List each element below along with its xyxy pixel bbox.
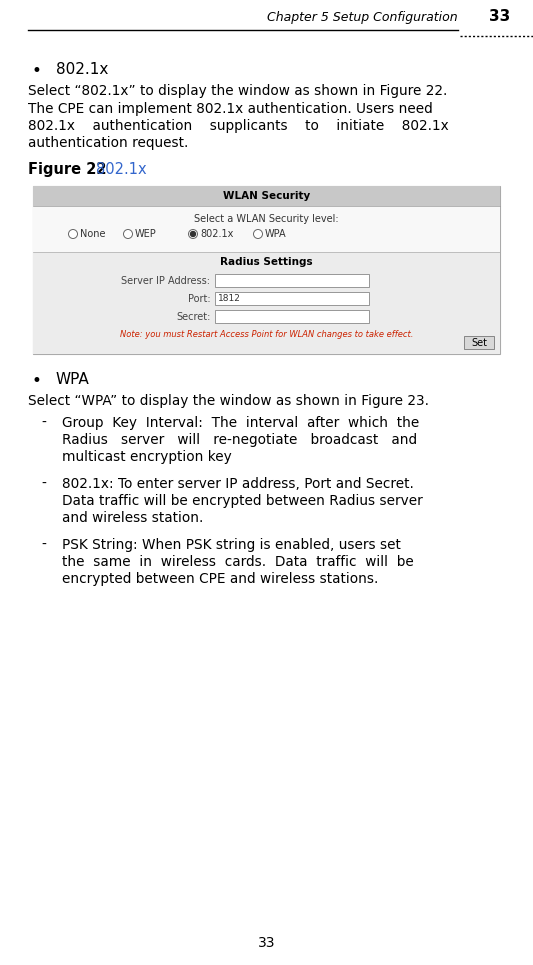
Text: 1812: 1812 xyxy=(218,294,241,303)
Text: Note: you must Restart Access Point for WLAN changes to take effect.: Note: you must Restart Access Point for … xyxy=(120,330,413,339)
Circle shape xyxy=(124,230,133,238)
Text: Set: Set xyxy=(471,338,487,347)
Bar xyxy=(464,336,494,349)
Bar xyxy=(33,186,500,206)
Text: Radius   server   will   re-negotiate   broadcast   and: Radius server will re-negotiate broadcas… xyxy=(62,433,417,447)
Circle shape xyxy=(189,230,198,238)
Text: 802.1x    authentication    supplicants    to    initiate    802.1x: 802.1x authentication supplicants to ini… xyxy=(28,119,449,133)
Bar xyxy=(33,252,500,354)
Text: 802.1x: 802.1x xyxy=(96,162,147,177)
Text: Chapter 5 Setup Configuration: Chapter 5 Setup Configuration xyxy=(268,11,458,24)
Text: Select “802.1x” to display the window as shown in Figure 22.: Select “802.1x” to display the window as… xyxy=(28,84,447,98)
Text: authentication request.: authentication request. xyxy=(28,136,188,151)
Text: -: - xyxy=(42,416,46,430)
Text: The CPE can implement 802.1x authentication. Users need: The CPE can implement 802.1x authenticat… xyxy=(28,101,433,116)
Bar xyxy=(33,206,500,252)
Text: None: None xyxy=(80,229,106,239)
Circle shape xyxy=(69,230,77,238)
Text: WPA: WPA xyxy=(56,372,90,387)
Text: Data traffic will be encrypted between Radius server: Data traffic will be encrypted between R… xyxy=(62,494,423,508)
Text: -: - xyxy=(42,538,46,552)
Text: -: - xyxy=(42,477,46,491)
Bar xyxy=(215,274,369,287)
Text: Figure 22: Figure 22 xyxy=(28,162,107,177)
Text: Select “WPA” to display the window as shown in Figure 23.: Select “WPA” to display the window as sh… xyxy=(28,394,429,408)
Text: WLAN Security: WLAN Security xyxy=(223,191,310,201)
Text: encrypted between CPE and wireless stations.: encrypted between CPE and wireless stati… xyxy=(62,572,378,586)
Text: Radius Settings: Radius Settings xyxy=(220,257,313,267)
Text: 802.1x: 802.1x xyxy=(200,229,233,239)
Text: Server IP Address:: Server IP Address: xyxy=(122,275,211,286)
Text: and wireless station.: and wireless station. xyxy=(62,511,204,525)
Text: WEP: WEP xyxy=(135,229,157,239)
Text: PSK String: When PSK string is enabled, users set: PSK String: When PSK string is enabled, … xyxy=(62,538,401,552)
Text: 802.1x: 802.1x xyxy=(56,62,108,77)
Bar xyxy=(215,292,369,305)
Text: 33: 33 xyxy=(258,936,275,950)
Text: Port:: Port: xyxy=(188,293,211,304)
Circle shape xyxy=(190,232,196,236)
Text: 33: 33 xyxy=(489,9,511,24)
Text: the  same  in  wireless  cards.  Data  traffic  will  be: the same in wireless cards. Data traffic… xyxy=(62,555,414,569)
Text: •: • xyxy=(32,62,42,80)
Bar xyxy=(33,186,500,354)
Text: Group  Key  Interval:  The  interval  after  which  the: Group Key Interval: The interval after w… xyxy=(62,416,419,430)
Text: WPA: WPA xyxy=(265,229,287,239)
Text: Secret:: Secret: xyxy=(176,312,211,321)
Bar xyxy=(215,310,369,323)
Text: multicast encryption key: multicast encryption key xyxy=(62,450,232,464)
Text: 802.1x: To enter server IP address, Port and Secret.: 802.1x: To enter server IP address, Port… xyxy=(62,477,414,491)
Text: Select a WLAN Security level:: Select a WLAN Security level: xyxy=(194,214,339,224)
Text: •: • xyxy=(32,372,42,390)
Circle shape xyxy=(254,230,262,238)
